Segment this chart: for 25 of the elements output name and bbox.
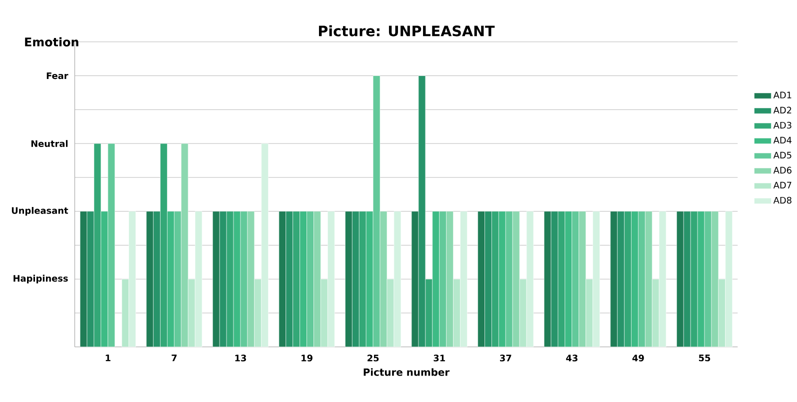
legend-label: AD3: [773, 122, 792, 129]
legend-label: AD6: [773, 166, 792, 174]
y-axis-title: Emotion: [25, 37, 78, 47]
x-tick-label: 37: [500, 354, 512, 362]
ref-line-label: Unpleasant: [12, 207, 68, 216]
x-tick-label: 19: [302, 354, 312, 362]
x-tick-label: 1: [106, 354, 110, 362]
x-axis-title: Picture number: [364, 368, 450, 376]
legend-label: AD8: [773, 196, 792, 204]
legend-label: AD7: [773, 182, 792, 189]
x-tick-label: 31: [434, 354, 445, 362]
legend-label: AD4: [773, 137, 792, 144]
ref-line-label: Neutral: [31, 140, 68, 148]
ref-line-label: Hapipiness: [14, 274, 68, 284]
legend-label: AD2: [773, 106, 792, 114]
chart-title: Picture: UNPLEASANT: [318, 25, 495, 37]
x-tick-label: 49: [632, 354, 644, 362]
x-tick-label: 25: [368, 354, 379, 362]
legend-label: AD5: [773, 152, 792, 159]
x-tick-label: 55: [698, 354, 710, 362]
ref-line-label: Fear: [46, 72, 68, 80]
legend-label: AD1: [773, 92, 792, 98]
x-tick-label: 7: [172, 354, 177, 362]
x-tick-label: 43: [566, 354, 578, 362]
x-tick-label: 13: [235, 354, 246, 362]
